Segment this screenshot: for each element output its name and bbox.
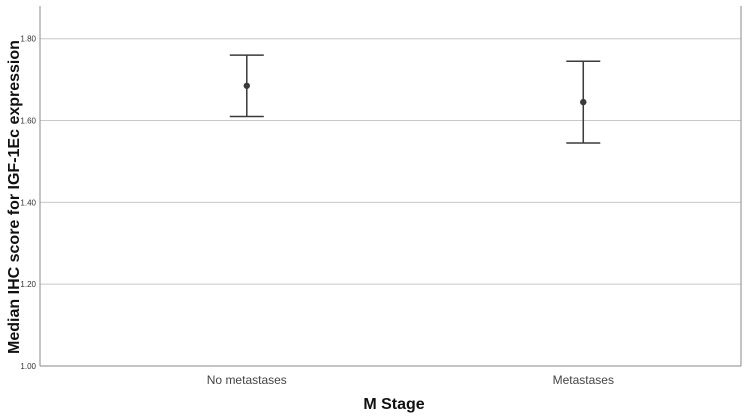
y-axis-title: Median IHC score for IGF-1Ec expression <box>6 40 23 354</box>
y-tick-label: 1.40 <box>20 198 36 207</box>
x-category-labels: No metastases Metastases <box>207 373 614 387</box>
x-category-label: Metastases <box>553 373 614 387</box>
y-tick-labels: 1.00 1.20 1.40 1.60 1.80 <box>20 35 36 371</box>
x-axis-title: M Stage <box>363 396 424 413</box>
gridlines <box>40 38 741 285</box>
y-tick-label: 1.60 <box>20 117 36 126</box>
x-category-label: No metastases <box>207 373 287 387</box>
error-bar-group <box>566 60 601 144</box>
error-bars <box>229 54 601 144</box>
y-tick-label: 1.00 <box>20 362 36 371</box>
mean-point <box>580 98 587 106</box>
y-tick-label: 1.20 <box>20 280 36 289</box>
mean-point <box>243 82 250 89</box>
y-tick-label: 1.80 <box>20 35 36 44</box>
error-bar-group <box>229 54 264 118</box>
